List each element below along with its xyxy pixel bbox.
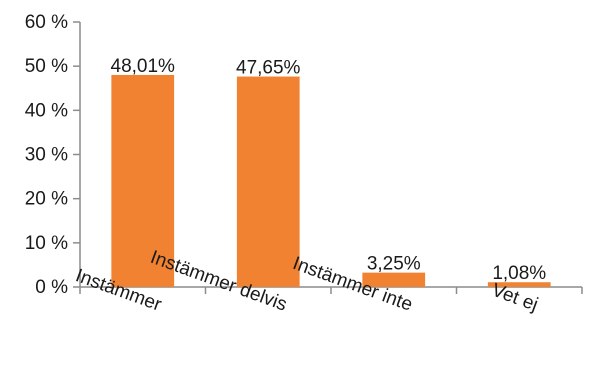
data-label: 3,25% xyxy=(367,254,421,275)
y-tick-label: 0 % xyxy=(35,277,68,298)
bar xyxy=(362,272,426,287)
y-tick-label: 30 % xyxy=(25,145,68,166)
data-label: 1,08% xyxy=(492,263,546,284)
y-tick-label: 20 % xyxy=(25,189,68,210)
bars xyxy=(111,74,551,287)
data-label: 47,65% xyxy=(236,58,301,79)
y-axis: 0 % 10 % 20 % 30 % 40 % 50 % 60 % xyxy=(25,12,81,298)
y-tick-label: 60 % xyxy=(25,12,68,33)
bar xyxy=(111,74,175,287)
bar xyxy=(236,76,300,287)
data-label: 48,01% xyxy=(111,56,176,77)
y-tick-label: 40 % xyxy=(25,100,68,121)
data-labels: 48,01% 47,65% 3,25% 1,08% xyxy=(111,56,547,284)
bar xyxy=(487,282,551,287)
y-tick-label: 50 % xyxy=(25,56,68,77)
y-tick-label: 10 % xyxy=(25,233,68,254)
